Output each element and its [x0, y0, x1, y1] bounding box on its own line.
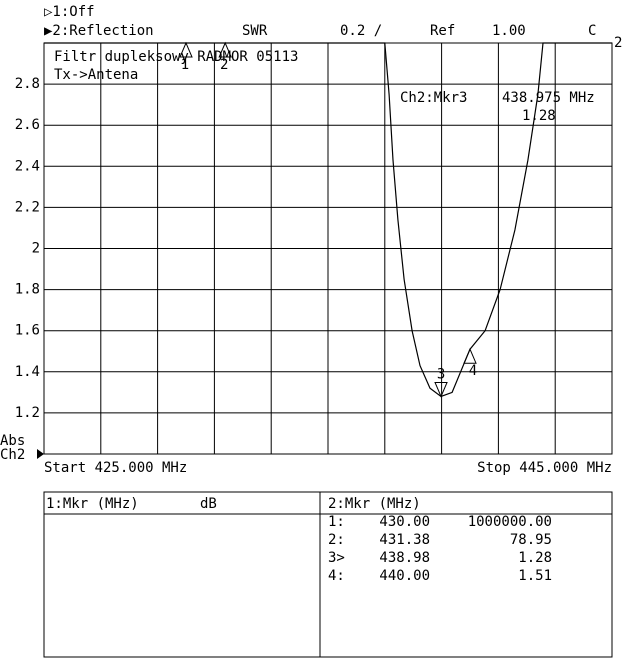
table-marker: 3>	[328, 550, 345, 566]
y-axis-label: Ch2	[0, 447, 25, 463]
y-tick-label: 2.8	[15, 76, 40, 92]
y-tick-label: 1.6	[15, 323, 40, 339]
ref-value: 1.00	[492, 23, 526, 39]
y-axis-label: Abs	[0, 433, 25, 449]
y-tick-label: 1.4	[15, 364, 40, 380]
y-tick-label: 2.4	[15, 158, 40, 174]
active-marker-frequency: 438.975 MHz	[502, 90, 595, 106]
table-header: 2:Mkr (MHz)	[328, 496, 421, 512]
table-frequency: 438.98	[379, 550, 430, 566]
marker	[434, 381, 448, 398]
marker-table	[43, 491, 613, 658]
marker-label: 2	[220, 57, 228, 73]
y-tick-label: 1.8	[15, 282, 40, 298]
marker	[463, 347, 477, 364]
table-header: 1:Mkr (MHz)	[46, 496, 139, 512]
ref-label: Ref	[430, 23, 455, 39]
table-value: 78.95	[510, 532, 552, 548]
marker	[179, 41, 193, 58]
table-frequency: 431.38	[379, 532, 430, 548]
y-tick-label: 2.6	[15, 117, 40, 133]
marker	[218, 41, 232, 58]
active-marker-name: Ch2:Mkr3	[400, 90, 467, 106]
stop-label: Stop 445.000 MHz	[477, 460, 612, 476]
table-frequency: 430.00	[379, 514, 430, 530]
table-unit: dB	[200, 496, 217, 512]
y-tick-label: 2.2	[15, 199, 40, 215]
marker-label: 4	[469, 363, 477, 379]
table-marker: 2:	[328, 532, 345, 548]
ref-pointer	[37, 449, 44, 459]
table-value: 1.51	[518, 568, 552, 584]
annotation: Tx->Antena	[54, 67, 138, 83]
table-frequency: 440.00	[379, 568, 430, 584]
channel1-status: ▷1:Off	[44, 4, 95, 20]
table-value: 1000000.00	[468, 514, 552, 530]
table-marker: 1:	[328, 514, 345, 530]
y-tick-label: 1.2	[15, 405, 40, 421]
flag: C	[588, 23, 596, 39]
active-marker-value: 1.28	[522, 108, 556, 124]
marker-label: 3	[437, 366, 445, 382]
y-tick-label: 2	[32, 241, 40, 257]
marker-label: 1	[181, 57, 189, 73]
channel2-status: ▶2:Reflection	[44, 23, 154, 39]
table-marker: 4:	[328, 568, 345, 584]
format: SWR	[242, 23, 268, 39]
annotation: Filtr dupleksowy RADMOR 05113	[54, 49, 298, 65]
table-value: 1.28	[518, 550, 552, 566]
scale: 0.2 /	[340, 23, 382, 39]
channel-number: 2	[614, 35, 622, 51]
start-label: Start 425.000 MHz	[44, 460, 187, 476]
